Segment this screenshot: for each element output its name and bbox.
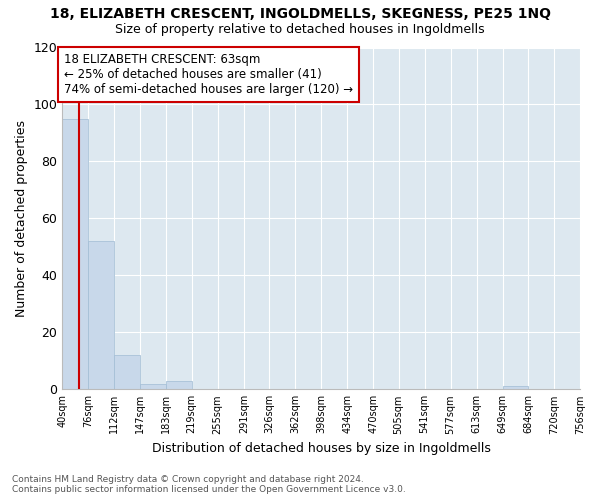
X-axis label: Distribution of detached houses by size in Ingoldmells: Distribution of detached houses by size … [152,442,491,455]
Bar [115,355,140,390]
Bar [62,118,88,390]
Bar [166,381,192,390]
Bar [140,384,166,390]
Text: 18, ELIZABETH CRESCENT, INGOLDMELLS, SKEGNESS, PE25 1NQ: 18, ELIZABETH CRESCENT, INGOLDMELLS, SKE… [49,8,551,22]
Text: Size of property relative to detached houses in Ingoldmells: Size of property relative to detached ho… [115,22,485,36]
Y-axis label: Number of detached properties: Number of detached properties [15,120,28,317]
Bar [88,241,115,390]
Text: Contains HM Land Registry data © Crown copyright and database right 2024.
Contai: Contains HM Land Registry data © Crown c… [12,474,406,494]
Bar [503,386,528,390]
Text: 18 ELIZABETH CRESCENT: 63sqm
← 25% of detached houses are smaller (41)
74% of se: 18 ELIZABETH CRESCENT: 63sqm ← 25% of de… [64,53,353,96]
